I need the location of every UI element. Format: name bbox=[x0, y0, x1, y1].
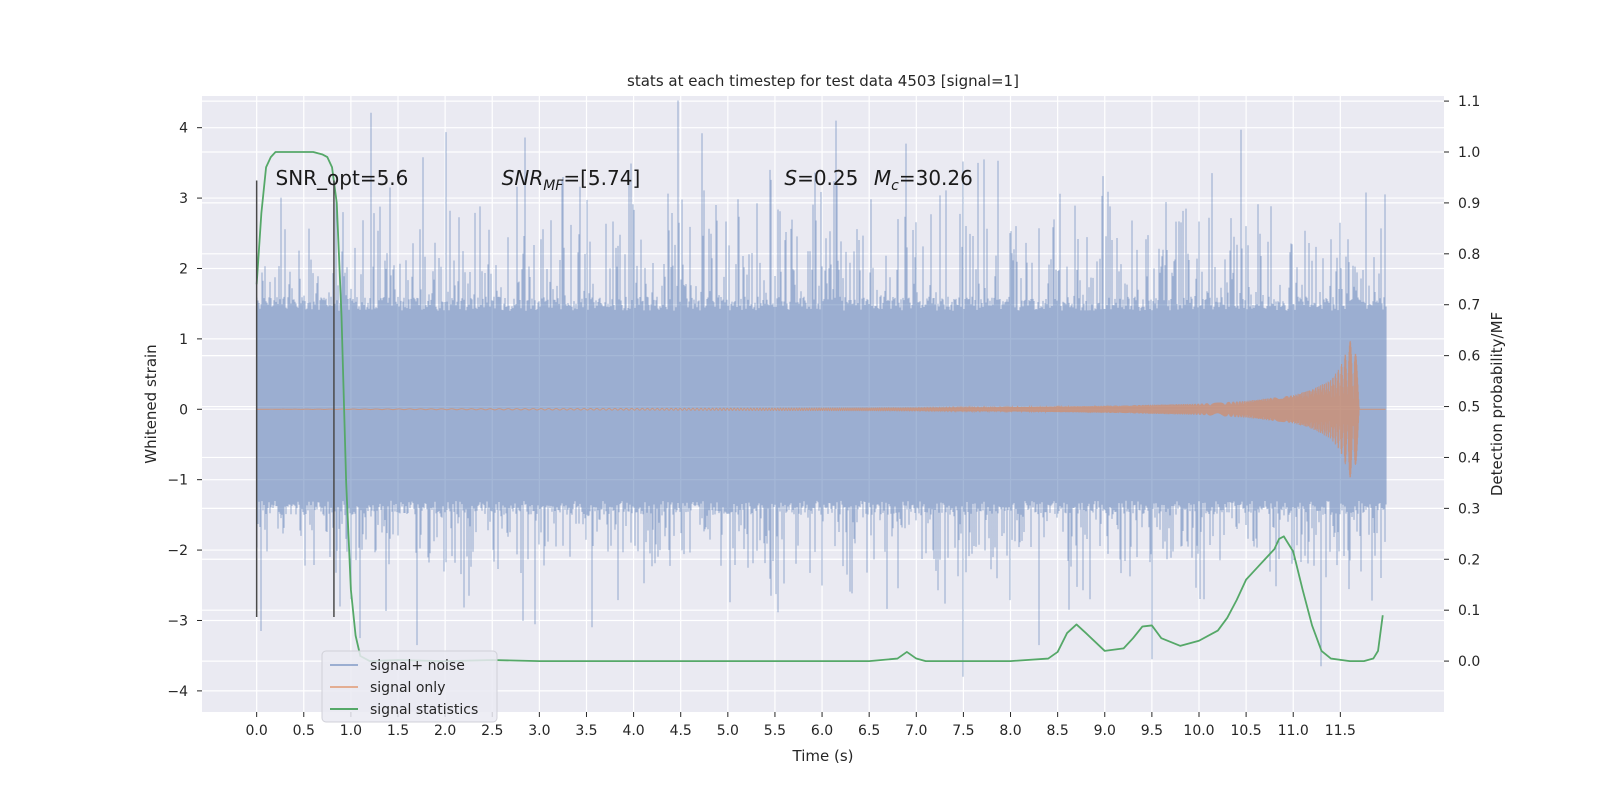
x-tick-label: 11.0 bbox=[1278, 723, 1309, 739]
annotation-snr-opt: SNR_opt=5.6 bbox=[276, 166, 409, 190]
legend-box bbox=[321, 650, 498, 723]
x-tick-label: 7.5 bbox=[952, 723, 974, 739]
x-tick-label: 4.0 bbox=[622, 723, 644, 739]
axes-ticks: 0.0 0.5 1.0 1.5 2.0 2.5 3.0 3.5 4.0 4.5 5.0 5.5 6.0 6… bbox=[167, 94, 1480, 739]
legend-label: signal statistics bbox=[370, 702, 478, 718]
x-tick-label: 0.5 bbox=[293, 723, 315, 739]
x-tick-label: 6.5 bbox=[858, 723, 880, 739]
y-tick-label: 2 bbox=[179, 261, 188, 277]
x-tick-label: 6.0 bbox=[811, 723, 833, 739]
x-tick-label: 0.0 bbox=[246, 723, 268, 739]
y2-tick-label: 0.7 bbox=[1458, 298, 1480, 314]
series-signal-only bbox=[256, 340, 1386, 478]
y-tick-label: −4 bbox=[167, 684, 188, 700]
x-tick-label: 2.0 bbox=[434, 723, 456, 739]
legend-label: signal+ noise bbox=[370, 658, 465, 674]
x-tick-label: 3.0 bbox=[528, 723, 550, 739]
y2-tick-label: 0.9 bbox=[1458, 196, 1480, 212]
x-tick-label: 1.5 bbox=[387, 723, 409, 739]
y2-tick-label: 0.6 bbox=[1458, 349, 1480, 365]
x-tick-label: 9.0 bbox=[1094, 723, 1116, 739]
chart-title: stats at each timestep for test data 450… bbox=[627, 72, 1019, 90]
x-tick-label: 4.5 bbox=[670, 723, 692, 739]
x-tick-label: 11.5 bbox=[1325, 723, 1356, 739]
y-tick-label: −1 bbox=[167, 473, 188, 489]
y-tick-label: −2 bbox=[167, 543, 188, 559]
x-tick-label: 8.0 bbox=[999, 723, 1021, 739]
legend-label: signal only bbox=[370, 680, 445, 696]
y2-tick-label: 0.2 bbox=[1458, 552, 1480, 568]
x-tick-label: 10.0 bbox=[1183, 723, 1214, 739]
y-tick-label: −3 bbox=[167, 613, 188, 629]
x-tick-label: 5.5 bbox=[764, 723, 786, 739]
x-tick-label: 8.5 bbox=[1047, 723, 1069, 739]
y2-tick-label: 0.0 bbox=[1458, 654, 1480, 670]
y-tick-label: 1 bbox=[179, 332, 188, 348]
y2-tick-label: 0.3 bbox=[1458, 501, 1480, 517]
x-tick-label: 10.5 bbox=[1231, 723, 1262, 739]
y-tick-label: 3 bbox=[179, 191, 188, 207]
x-tick-label: 3.5 bbox=[575, 723, 597, 739]
annotations: SNR_opt=5.6 SNRMF=[5.74] S=0.25 Mc=30.26 bbox=[276, 166, 973, 194]
y-tick-label: 4 bbox=[179, 121, 188, 137]
x-tick-label: 2.5 bbox=[481, 723, 503, 739]
x-tick-label: 7.0 bbox=[905, 723, 927, 739]
y2-tick-label: 1.1 bbox=[1458, 94, 1480, 110]
y-tick-label: 0 bbox=[179, 402, 188, 418]
y2-tick-label: 1.0 bbox=[1458, 145, 1480, 161]
x-tick-label: 5.0 bbox=[717, 723, 739, 739]
annotation-chirp-mass: Mc=30.26 bbox=[874, 166, 973, 194]
y2-tick-label: 0.1 bbox=[1458, 603, 1480, 619]
x-tick-label: 9.5 bbox=[1141, 723, 1163, 739]
y2-tick-label: 0.5 bbox=[1458, 400, 1480, 416]
y2-axis-title: Detection probability/MF bbox=[1488, 312, 1506, 496]
annotation-snr-mf: SNRMF=[5.74] bbox=[502, 166, 641, 194]
vertical-markers bbox=[255, 180, 335, 617]
x-axis-title: Time (s) bbox=[792, 747, 854, 765]
legend: signal+ noise signal only signal statistic… bbox=[321, 650, 498, 723]
y2-tick-label: 0.4 bbox=[1458, 450, 1480, 466]
annotation-s-value: S=0.25 bbox=[784, 166, 858, 190]
y2-tick-label: 0.8 bbox=[1458, 247, 1480, 263]
y-axis-title: Whitened strain bbox=[142, 344, 160, 463]
x-tick-label: 1.0 bbox=[340, 723, 362, 739]
